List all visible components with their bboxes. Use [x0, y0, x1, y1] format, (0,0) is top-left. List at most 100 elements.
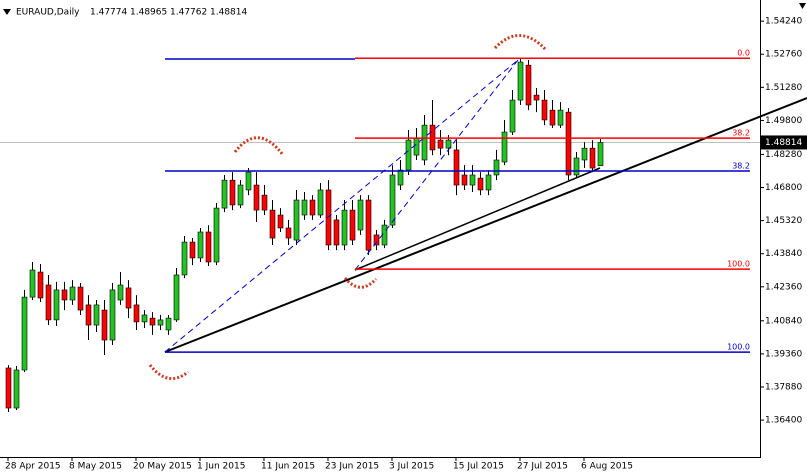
symbol-label: EURAUD,Daily: [16, 8, 80, 18]
candle-body: [117, 284, 124, 301]
candle-body: [509, 99, 516, 133]
y-tick-label: 1.36400: [765, 416, 802, 426]
y-tick-label: 1.45320: [765, 216, 802, 226]
header-low: 1.47762: [170, 8, 207, 18]
x-tick-label: 1 Jun 2015: [197, 462, 245, 472]
candle-body: [413, 137, 420, 156]
candle-body: [341, 209, 348, 246]
candle-body: [501, 131, 508, 163]
candle-body: [373, 234, 380, 246]
candle-body: [269, 209, 276, 239]
candle-body: [461, 174, 468, 186]
candle-body: [293, 199, 300, 241]
arc-marker: [343, 277, 378, 289]
candle-body: [181, 241, 188, 276]
candle-body: [301, 199, 308, 216]
candle-body: [205, 231, 212, 263]
y-tick-label: 1.37880: [765, 382, 802, 392]
candle-body: [213, 207, 220, 263]
fib-trend-dashed: [164, 59, 519, 353]
candle-body: [589, 147, 596, 169]
candle-body: [421, 124, 428, 161]
price-box-label: 1.48814: [765, 138, 802, 148]
scroll-arrow[interactable]: [799, 3, 806, 9]
arc-marker: [233, 136, 285, 156]
header-close: 1.48814: [210, 8, 247, 18]
candle-body: [157, 319, 164, 326]
candle-body: [77, 286, 84, 311]
arc-marker: [148, 364, 189, 381]
header-high: 1.48965: [130, 8, 167, 18]
candle-body: [357, 199, 364, 231]
x-tick-label: 15 Jul 2015: [453, 462, 504, 472]
candle-body: [285, 227, 292, 239]
y-tick-label: 1.40840: [765, 316, 802, 326]
header-open: 1.47774: [90, 8, 127, 18]
y-tick-label: 1.54240: [765, 17, 802, 27]
x-tick-label: 11 Jun 2015: [261, 462, 315, 472]
candle-body: [125, 287, 132, 309]
candle-body: [309, 199, 316, 216]
candle-body: [493, 159, 500, 176]
candle-body: [365, 199, 372, 251]
fib-label: 38.2: [732, 129, 750, 138]
fib-label: 38.2: [732, 161, 750, 170]
x-tick-label: 27 Jul 2015: [517, 462, 568, 472]
y-tick-label: 1.48280: [765, 150, 802, 160]
candle-body: [549, 109, 556, 126]
x-tick-label: 20 May 2015: [133, 462, 192, 472]
candle-body: [93, 304, 100, 326]
drawings: [148, 34, 807, 381]
y-tick-label: 1.39360: [765, 349, 802, 359]
candle-body: [581, 147, 588, 161]
price-box: [761, 135, 807, 150]
candle-body: [405, 139, 412, 171]
candle-body: [141, 314, 148, 323]
candle-body: [533, 94, 540, 101]
candle-body: [397, 169, 404, 186]
candle-body: [517, 61, 524, 101]
candle-body: [541, 99, 548, 121]
menu-arrow[interactable]: [3, 9, 11, 15]
candle-body: [189, 241, 196, 259]
fib-label: 100.0: [727, 260, 750, 269]
candle-body: [317, 189, 324, 216]
trendline: [164, 97, 807, 353]
fib-label: 0.0: [737, 49, 750, 58]
x-tick-label: 23 Jun 2015: [325, 462, 379, 472]
candle-body: [277, 214, 284, 229]
y-tick-label: 1.42360: [765, 282, 802, 292]
y-tick-label: 1.46800: [765, 183, 802, 193]
x-tick-label: 8 May 2015: [69, 462, 122, 472]
candle-body: [101, 309, 108, 341]
arc-marker: [493, 34, 548, 52]
trendline: [354, 167, 601, 271]
candle-body: [149, 317, 156, 326]
candle-body: [133, 304, 140, 323]
candle-body: [485, 174, 492, 191]
candle-body: [85, 304, 92, 326]
candle-body: [61, 289, 68, 301]
candle-body: [173, 274, 180, 321]
y-tick-label: 1.49800: [765, 116, 802, 126]
candle-body: [477, 177, 484, 191]
candle-body: [333, 219, 340, 246]
candle-body: [253, 184, 260, 211]
x-tick-label: 3 Jul 2015: [389, 462, 434, 472]
x-tick-label: 28 Apr 2015: [5, 462, 61, 472]
candle-body: [197, 231, 204, 259]
candle-body: [29, 269, 36, 298]
candle-body: [325, 189, 332, 246]
candle-body: [13, 369, 20, 409]
candle-body: [37, 271, 44, 299]
candle-body: [453, 149, 460, 186]
candle-body: [221, 179, 228, 209]
candle-body: [237, 184, 244, 206]
y-tick-label: 1.43840: [765, 249, 802, 259]
candle-body: [229, 179, 236, 206]
y-tick-label: 1.51280: [765, 83, 802, 93]
candle-body: [165, 317, 172, 331]
